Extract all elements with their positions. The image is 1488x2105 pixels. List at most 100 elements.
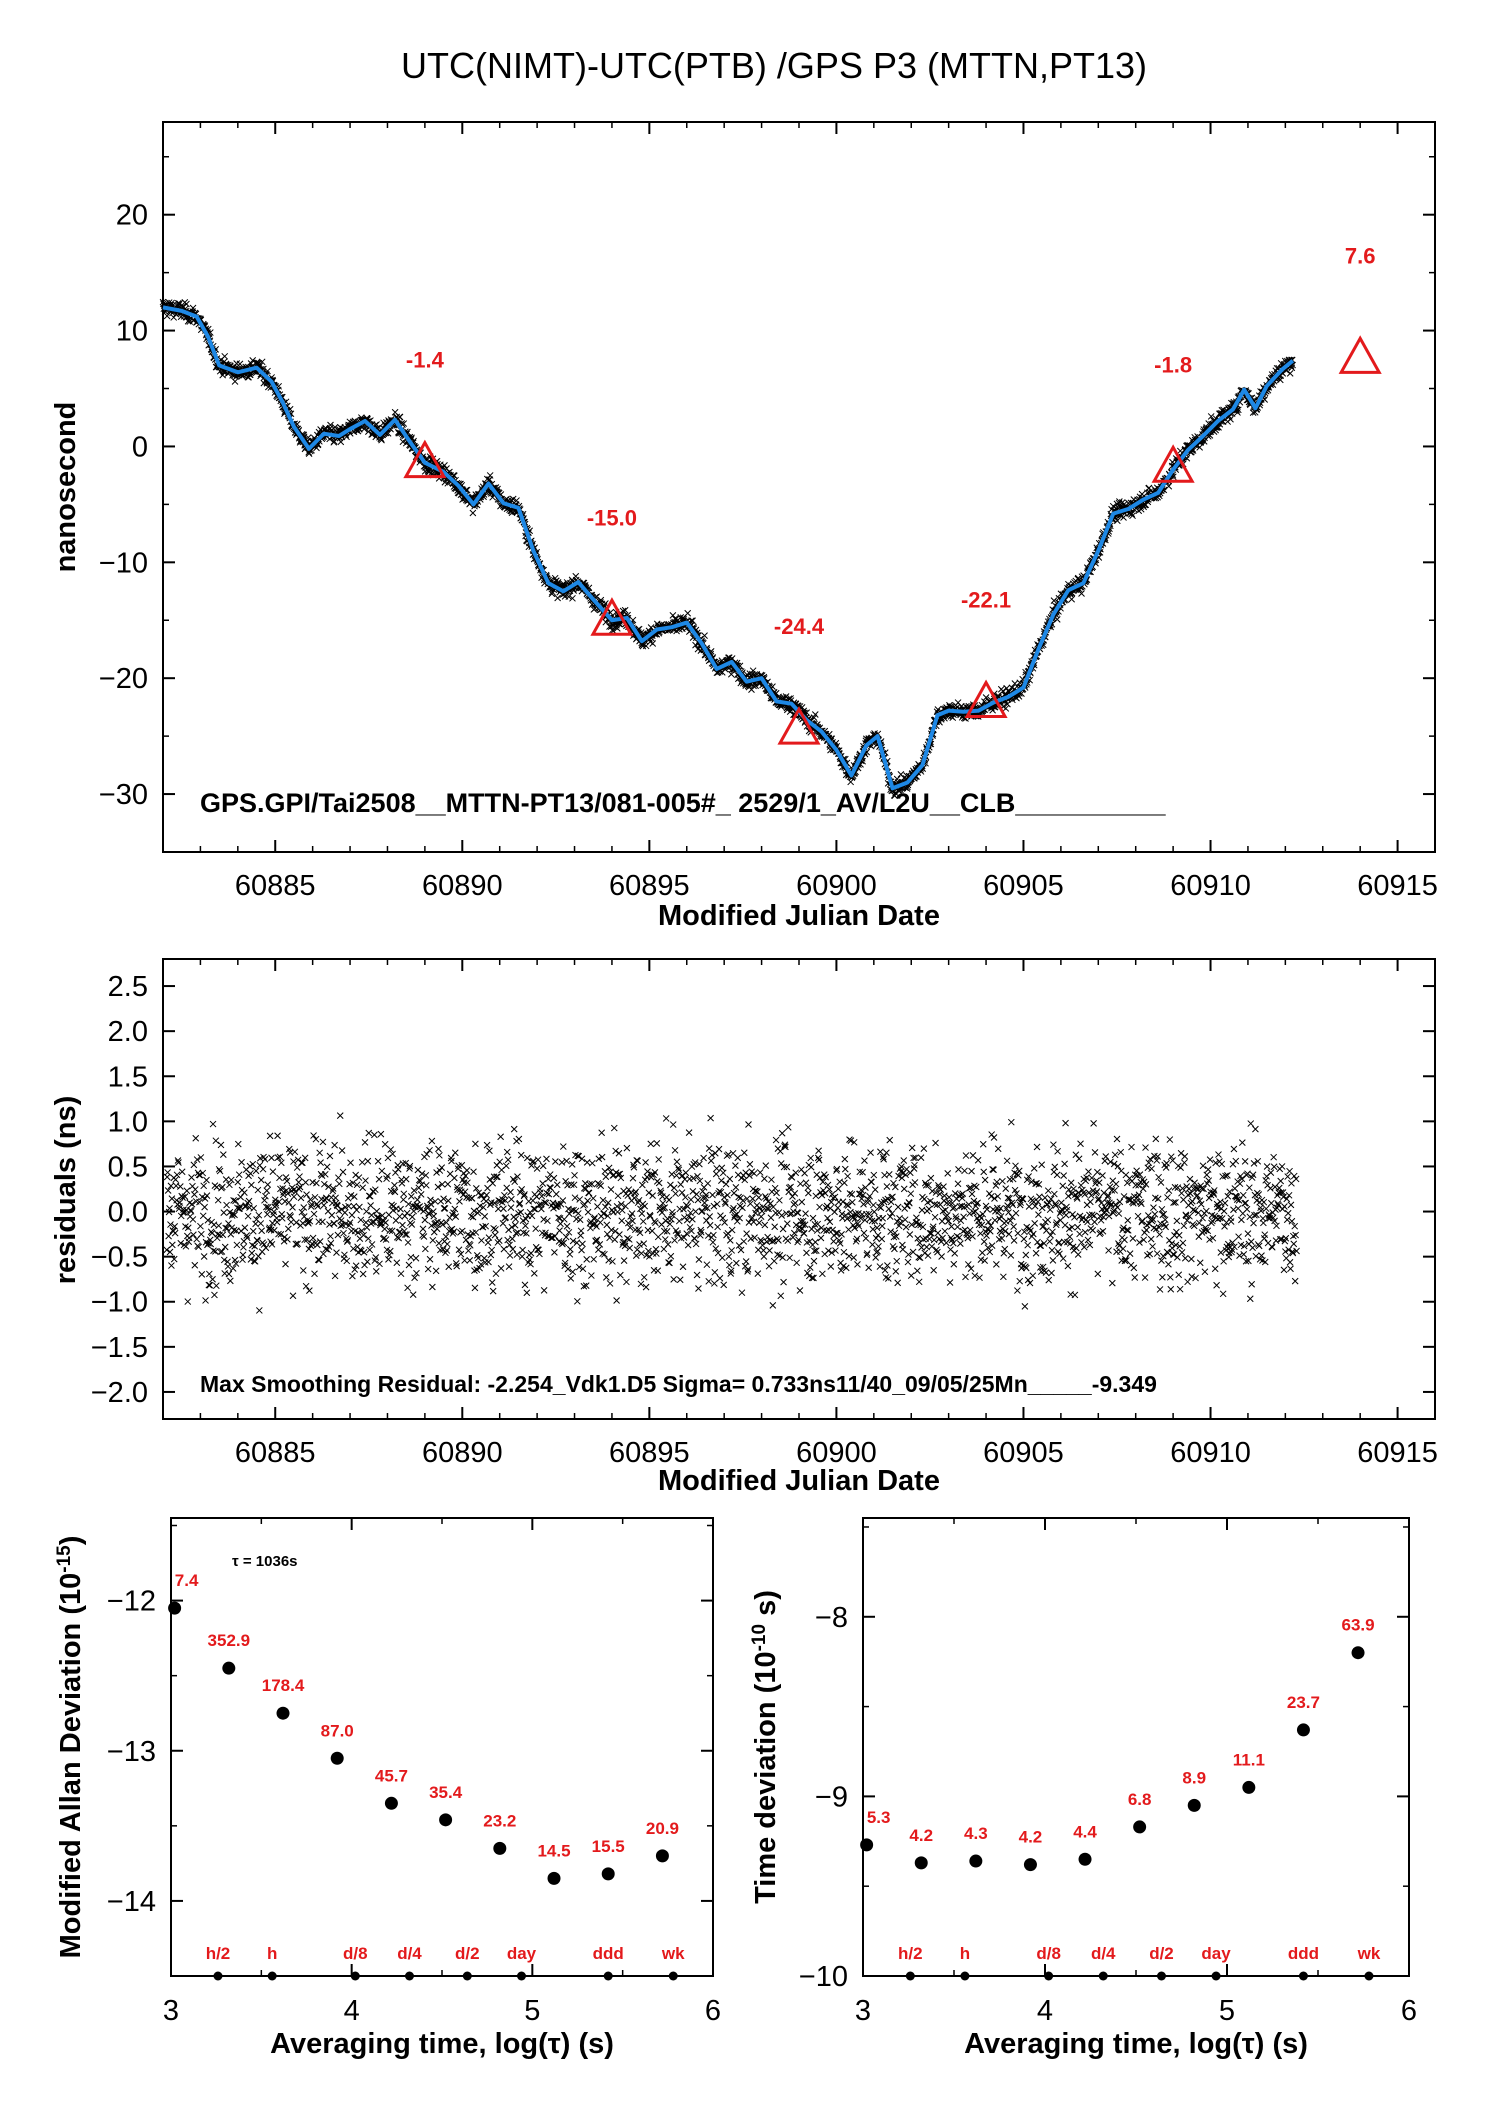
residual-point: [1091, 1218, 1098, 1226]
residual-point: [381, 1225, 389, 1233]
residual-point: [559, 1197, 567, 1204]
residual-point: [638, 1249, 645, 1257]
triangle-marker: [964, 679, 1008, 719]
residual-point: [494, 1205, 502, 1213]
residual-point: [294, 1240, 302, 1248]
residual-point: [604, 1212, 612, 1220]
residual-point: [691, 1235, 699, 1242]
residual-point: [272, 1202, 280, 1209]
residual-point: [789, 1193, 796, 1200]
residual-point: [368, 1211, 375, 1219]
residual-point: [997, 1212, 1005, 1220]
residual-point: [737, 1246, 745, 1254]
residual-point: [556, 1215, 564, 1222]
residual-point: [720, 1281, 728, 1289]
residual-point: [654, 1233, 662, 1241]
residual-point: [894, 1279, 902, 1287]
residual-point: [1123, 1179, 1131, 1187]
residual-point: [867, 1149, 874, 1157]
residual-point: [605, 1164, 613, 1172]
residual-point: [440, 1205, 448, 1212]
residual-point: [639, 1218, 647, 1225]
residual-point: [685, 1213, 692, 1220]
residual-point: [1020, 1235, 1028, 1243]
raw-point: [183, 300, 190, 308]
residual-point: [640, 1240, 648, 1247]
residual-point: [870, 1201, 877, 1209]
residual-point: [924, 1252, 932, 1259]
residual-point: [257, 1220, 265, 1227]
residual-point: [884, 1262, 891, 1269]
residual-point: [311, 1270, 318, 1278]
residual-point: [301, 1236, 309, 1244]
residual-point: [325, 1243, 333, 1250]
residual-point: [411, 1274, 418, 1282]
residual-point: [1121, 1236, 1128, 1244]
residual-point: [713, 1200, 721, 1208]
y-tick-label: 0: [132, 431, 148, 463]
residual-point: [298, 1159, 305, 1167]
residual-point: [1084, 1236, 1092, 1244]
residual-point: [793, 1259, 801, 1267]
raw-point: [1129, 512, 1136, 520]
residual-point: [190, 1231, 197, 1239]
residual-point: [255, 1211, 263, 1219]
residual-point: [389, 1150, 396, 1158]
residual-point: [841, 1165, 849, 1173]
residual-point: [434, 1183, 442, 1191]
residual-point: [429, 1283, 436, 1291]
residual-point: [363, 1208, 370, 1215]
raw-point: [1286, 370, 1294, 377]
residual-point: [902, 1171, 909, 1179]
residual-point: [519, 1246, 526, 1254]
residual-point: [277, 1231, 285, 1238]
residual-point: [423, 1150, 431, 1158]
residual-point: [205, 1270, 213, 1278]
residual-point: [335, 1174, 342, 1182]
residual-point: [1104, 1192, 1112, 1199]
residual-point: [987, 1222, 995, 1229]
residual-point: [250, 1204, 258, 1212]
residual-point: [1095, 1179, 1103, 1186]
residual-point: [552, 1158, 559, 1165]
residual-point: [171, 1223, 179, 1230]
residual-point: [448, 1157, 455, 1165]
residual-point: [1120, 1193, 1128, 1200]
residual-point: [364, 1258, 371, 1266]
residual-point: [952, 1213, 960, 1220]
residual-point: [672, 1190, 679, 1198]
residual-point: [321, 1170, 329, 1178]
residual-point: [1056, 1210, 1064, 1217]
residual-point: [335, 1180, 343, 1188]
residual-point: [1153, 1157, 1161, 1164]
residual-point: [892, 1267, 900, 1275]
residuals-plot-frame: [162, 958, 1436, 1420]
residual-point: [486, 1176, 494, 1183]
residual-point: [1022, 1251, 1030, 1259]
residual-point: [946, 1279, 954, 1286]
residual-point: [306, 1217, 314, 1225]
residual-point: [832, 1247, 839, 1254]
residual-point: [906, 1199, 913, 1207]
residual-point: [902, 1223, 910, 1231]
residual-point: [811, 1247, 818, 1255]
residual-point: [207, 1240, 215, 1248]
residual-point: [711, 1280, 718, 1287]
residual-point: [644, 1168, 651, 1175]
residual-point: [354, 1229, 362, 1236]
residual-point: [1060, 1172, 1068, 1179]
residual-point: [984, 1244, 992, 1251]
residual-point: [995, 1208, 1003, 1215]
residual-point: [1146, 1250, 1154, 1258]
residual-point: [1130, 1264, 1138, 1272]
residual-point: [299, 1159, 306, 1167]
residual-point: [557, 1200, 565, 1208]
residual-point: [302, 1179, 309, 1186]
residual-point: [1008, 1199, 1016, 1207]
residual-point: [981, 1257, 989, 1265]
residual-point: [593, 1236, 601, 1244]
residual-point: [517, 1151, 525, 1159]
residual-point: [491, 1231, 499, 1239]
residual-point: [840, 1248, 848, 1256]
residual-point: [489, 1179, 497, 1187]
